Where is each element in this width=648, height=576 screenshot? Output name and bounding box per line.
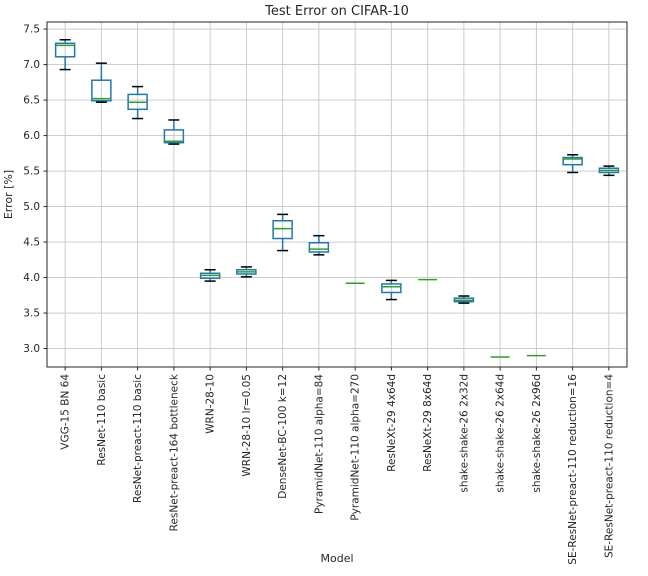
box-2: [91, 62, 112, 103]
x-tick-label: SE-ResNet-preact-110 reduction=4: [603, 374, 615, 558]
box-rect: [308, 242, 330, 253]
x-tick-label: DenseNet-BC-100 k=12: [277, 374, 289, 499]
x-tick-label: WRN-28-10 lr=0.05: [241, 374, 253, 477]
y-tick-label: 5.0: [23, 201, 40, 213]
box-10: [381, 279, 402, 301]
y-tick-label: 3.0: [23, 343, 40, 355]
y-tick-label: 5.5: [23, 166, 40, 178]
box-rect: [381, 283, 402, 294]
plot-border: [46, 21, 628, 368]
box-16: [598, 165, 620, 177]
y-tick-label: 7.0: [23, 59, 40, 71]
y-tick-label: 6.0: [23, 130, 40, 142]
y-tick-label: 7.5: [23, 24, 40, 36]
box-rect: [163, 129, 185, 144]
box-7: [272, 213, 293, 252]
box-15: [562, 153, 583, 174]
box-rect: [562, 156, 583, 166]
x-tick-label: VGG-15 BN 64: [60, 374, 72, 450]
box-rect: [54, 42, 76, 58]
y-tick-label: 3.5: [23, 308, 40, 320]
x-tick-label: ResNet-preact-164 bottleneck: [168, 373, 180, 531]
x-tick-label: shake-shake-26 2x64d: [495, 374, 507, 493]
box-6: [236, 266, 257, 278]
y-tick-label: 4.5: [23, 237, 40, 249]
box-rect: [272, 220, 293, 240]
y-tick-label: 4.0: [23, 272, 40, 284]
box-5: [199, 268, 221, 282]
x-tick-label: SE-ResNet-preact-110 reduction=16: [567, 374, 579, 565]
box-4: [163, 119, 185, 145]
x-axis-label: Model: [320, 552, 353, 565]
x-tick-label: ResNeXt-29 4x64d: [386, 374, 398, 472]
x-tick-label: shake-shake-26 2x32d: [458, 374, 470, 493]
y-axis-label: Error [%]: [2, 170, 15, 219]
box-3: [127, 85, 148, 120]
x-tick-label: WRN-28-10: [205, 374, 217, 434]
box-8: [308, 234, 330, 256]
x-tick-label: ResNeXt-29 8x64d: [422, 374, 434, 472]
y-tick-label: 6.5: [23, 95, 40, 107]
box-1: [54, 38, 76, 71]
x-tick-label: ResNet-preact-110 basic: [132, 374, 144, 503]
x-tick-label: PyramidNet-110 alpha=270: [350, 374, 362, 521]
x-tick-label: PyramidNet-110 alpha=84: [313, 374, 325, 514]
box-rect: [91, 79, 112, 102]
x-tick-label: shake-shake-26 2x96d: [531, 374, 543, 493]
chart-title: Test Error on CIFAR-10: [264, 4, 409, 19]
box-12: [453, 295, 475, 304]
x-tick-label: ResNet-110 basic: [96, 374, 108, 466]
